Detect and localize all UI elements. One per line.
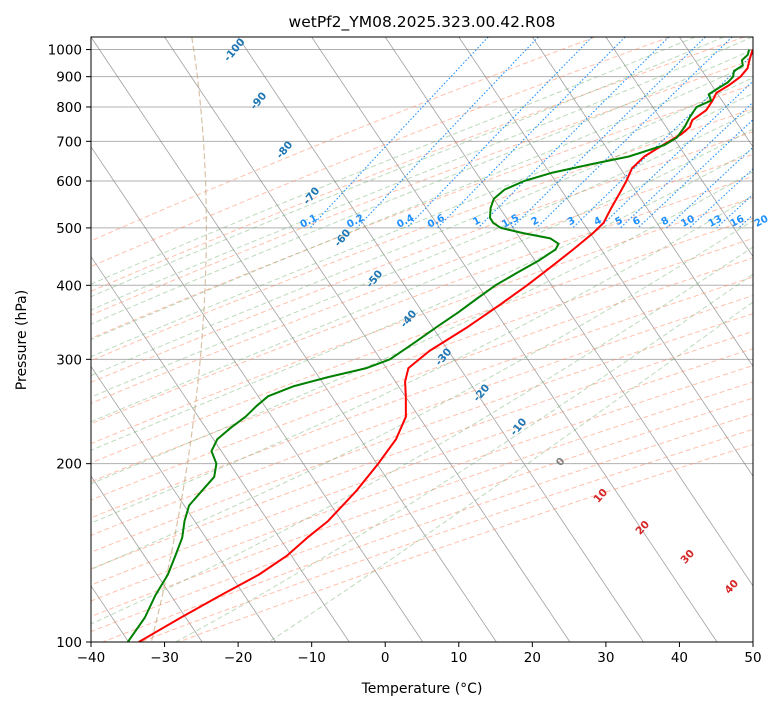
mixing-ratio-line [536,37,733,229]
x-tick-label: 50 [744,650,761,666]
x-tick-label: −40 [77,650,106,666]
dry-adiabat-line [140,428,753,642]
mixing-ratio-line [620,101,753,229]
y-tick-label: 900 [56,70,82,86]
moist-adiabat-line [91,37,753,311]
x-tick-label: 40 [671,650,688,666]
isotherm-line [458,37,753,477]
x-tick-label: −10 [297,650,326,666]
dry-adiabat-line [91,153,753,404]
mixing-ratio-line [666,146,753,229]
isotherm-line [91,37,497,642]
isotherm-line [237,37,644,642]
dry-adiabat-line [91,330,753,570]
background-reference-lines [91,37,753,642]
dry-adiabat-line [91,217,753,464]
y-axis-label: Pressure (hPa) [14,290,30,390]
dry-adiabat-line [91,131,753,383]
x-tick-label: −20 [224,650,253,666]
moist-adiabat-line [91,171,753,485]
isotherm-line [91,146,424,642]
mixing-ratio-label: 8 [660,215,671,228]
mixing-ratio-line [406,37,593,229]
moist-adiabat-line [91,62,753,341]
isotherm-line [91,255,350,642]
temperature-profile-line [138,49,753,642]
y-tick-label: 300 [56,352,82,368]
isotherm-line [164,37,571,642]
dry-adiabat-line [91,313,753,553]
mixing-ratio-line [511,37,706,229]
mixing-ratio-label: 4 [592,215,603,228]
dry-adiabat-line [102,413,753,642]
mixing-ratio-label: 5 [614,215,625,228]
y-tick-label: 100 [56,635,82,651]
x-axis: −40 −30 −20 −10 0 10 20 30 40 50 [77,642,762,666]
x-tick-label: 0 [381,650,390,666]
y-tick-label: 600 [56,174,82,190]
mixing-ratio-label: 1 [471,215,482,228]
moist-adiabat-line [175,273,753,642]
y-tick-label: 700 [56,134,82,150]
mixing-ratio-label: 3 [566,215,577,228]
y-tick-label: 400 [56,278,82,294]
isotherm-line [91,365,277,642]
dry-adiabat-line [91,59,753,316]
x-tick-label: 20 [524,650,541,666]
dry-adiabat-line [91,381,753,617]
x-axis-label: Temperature (°C) [361,681,483,697]
isotherm-line [384,37,753,587]
x-tick-label: −30 [150,650,179,666]
y-tick-label: 200 [56,457,82,473]
mixing-ratio-line [598,80,753,229]
moist-adiabat-line [91,246,753,625]
x-tick-label: 30 [597,650,614,666]
y-tick-label: 1000 [48,43,82,59]
isotherm-line [311,37,718,642]
moist-adiabat-line [91,37,724,298]
moist-adiabat-line [91,48,753,325]
dewpoint-profile-line [126,49,751,642]
mixing-ratio-label: 2 [530,215,541,228]
dry-adiabat-line [91,108,753,362]
dry-adiabat-line [91,276,753,519]
isotherm-line [679,37,753,148]
mixing-ratio-line [437,37,626,229]
mixing-ratio-line [637,118,753,229]
y-axis: 1000 900 800 700 600 500 400 300 200 100 [48,43,91,651]
x-tick-label: 10 [450,650,467,666]
y-tick-label: 500 [56,221,82,237]
mixing-ratio-line [477,37,670,229]
sounding-profiles [126,49,753,642]
theta-reference-curve [150,37,208,642]
mixing-ratio-label: 6 [631,215,642,228]
moist-adiabat-line [268,301,753,642]
dry-adiabat-line [91,175,753,425]
dry-adiabat-line [91,397,753,633]
dry-adiabat-line [91,237,753,483]
moist-adiabat-line [91,92,753,377]
moist-adiabat-line [91,77,753,358]
mixing-ratio-line [309,37,489,229]
dry-adiabat-line [91,197,753,445]
plot-frame [90,36,754,643]
isotherm-line [532,37,753,368]
moist-adiabat-line [91,148,753,451]
y-tick-label: 800 [56,100,82,116]
isotherm-line [91,475,203,642]
chart-title: wetPf2_YM08.2025.323.00.42.R08 [289,13,556,32]
